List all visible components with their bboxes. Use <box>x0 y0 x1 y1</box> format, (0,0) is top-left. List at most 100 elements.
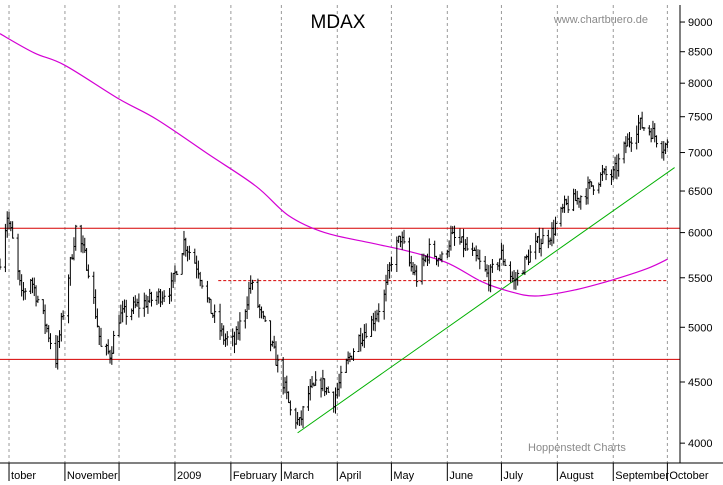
price-bar <box>409 255 413 272</box>
price-bar <box>501 244 505 266</box>
x-tick-label: July <box>503 470 523 482</box>
price-bar <box>471 242 475 256</box>
price-bar <box>232 331 236 354</box>
price-bar <box>617 153 621 177</box>
price-bar <box>41 299 45 315</box>
price-bar <box>180 252 184 275</box>
price-bar <box>209 298 213 315</box>
price-bar <box>552 219 556 244</box>
price-bar <box>651 120 655 139</box>
price-bar <box>54 335 58 368</box>
price-bar <box>627 132 631 148</box>
price-bar <box>370 315 374 337</box>
price-bar <box>0 258 2 270</box>
price-bar <box>7 211 11 230</box>
price-bar <box>563 195 567 213</box>
price-bar <box>256 278 260 309</box>
price-bar <box>319 377 323 398</box>
price-bar <box>337 373 341 397</box>
y-tick-label: 7000 <box>688 148 712 160</box>
price-bar <box>30 277 34 294</box>
y-tick-label: 6000 <box>688 228 712 240</box>
price-bar <box>344 358 348 373</box>
price-bar <box>388 262 392 279</box>
price-bar <box>561 203 565 213</box>
price-bar <box>207 297 211 304</box>
price-bar <box>168 287 172 305</box>
price-bar <box>602 167 606 175</box>
price-bar <box>86 264 90 279</box>
price-bar <box>97 325 101 346</box>
price-bar <box>462 228 466 258</box>
price-bar <box>47 325 51 343</box>
x-tick-label: August <box>559 470 593 482</box>
price-bar <box>339 365 343 389</box>
price-bar <box>32 277 36 297</box>
x-tick-label: September <box>615 470 669 482</box>
price-bar <box>624 136 628 154</box>
price-bar <box>276 354 280 373</box>
price-bar <box>348 352 352 363</box>
moving-average-layer <box>0 33 668 297</box>
price-bar <box>94 289 98 319</box>
price-bar <box>361 333 365 347</box>
price-bar <box>173 265 177 282</box>
price-bar <box>306 386 310 411</box>
price-bar <box>20 274 24 297</box>
price-bar <box>534 232 538 260</box>
price-bar <box>312 382 316 387</box>
price-bar <box>274 341 278 366</box>
price-bar <box>490 258 494 273</box>
price-bar <box>223 333 227 347</box>
price-bar <box>550 222 554 247</box>
price-bar <box>117 314 121 337</box>
price-bar <box>121 300 125 323</box>
price-bar <box>323 378 327 397</box>
price-bar <box>622 141 626 164</box>
price-bar <box>61 310 65 320</box>
price-bar <box>245 296 249 320</box>
price-bar <box>11 221 15 239</box>
price-bar <box>333 387 337 414</box>
price-bar <box>124 299 128 325</box>
price-bar <box>465 236 469 251</box>
price-bar <box>604 165 608 181</box>
price-bar <box>362 324 366 348</box>
price-bar <box>626 133 630 147</box>
price-bar <box>234 326 238 345</box>
price-bar <box>386 264 390 286</box>
price-bar <box>359 327 363 352</box>
price-bars <box>0 111 669 429</box>
price-bar <box>427 238 431 264</box>
price-bar <box>397 235 401 244</box>
trendline-line-3 <box>297 167 675 434</box>
price-bar <box>476 249 480 260</box>
price-bar <box>49 333 53 350</box>
price-bar <box>299 410 303 426</box>
price-bar <box>611 166 615 181</box>
price-bar <box>261 310 265 320</box>
price-bar <box>9 221 13 232</box>
price-bar <box>314 371 318 386</box>
price-bar <box>613 156 617 179</box>
price-bar <box>445 249 449 259</box>
price-bar <box>478 249 482 270</box>
price-bar <box>108 349 112 364</box>
axes <box>0 5 723 464</box>
price-bar <box>586 176 590 205</box>
price-bar <box>440 251 444 263</box>
y-tick-label: 7500 <box>688 112 712 124</box>
price-bar <box>56 335 60 370</box>
y-axis-ticks: 4000 4500 5000 5500 6000 6500 7000 7500 8000 8500… <box>680 17 712 450</box>
price-bar <box>34 285 38 307</box>
price-bar <box>554 216 558 236</box>
price-bar <box>485 264 489 278</box>
price-bar <box>503 258 507 267</box>
price-bar <box>508 261 512 283</box>
price-bar <box>110 346 114 365</box>
price-bar <box>285 375 289 400</box>
price-bar <box>133 295 137 309</box>
price-bar <box>400 231 404 250</box>
price-bar <box>294 407 298 429</box>
price-bar <box>142 292 146 317</box>
